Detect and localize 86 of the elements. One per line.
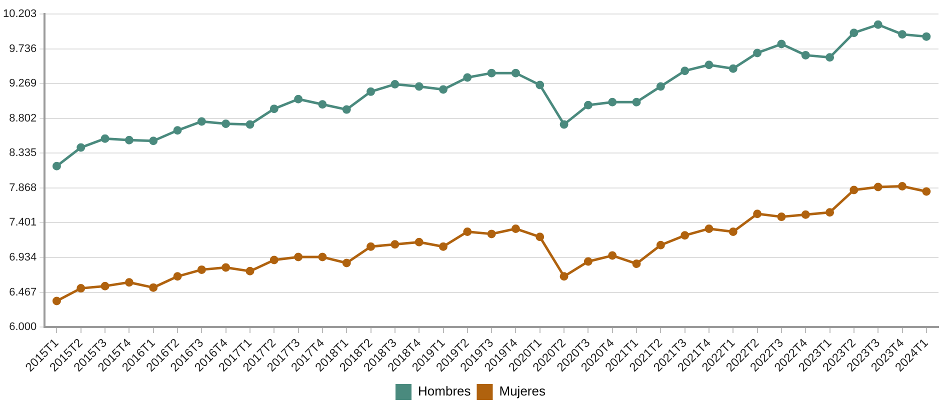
- point: [439, 85, 448, 94]
- point: [874, 20, 882, 29]
- point: [342, 258, 351, 268]
- point: [632, 98, 641, 106]
- point: [100, 282, 110, 290]
- point: [608, 98, 617, 106]
- point: [560, 272, 568, 281]
- point: [704, 60, 714, 70]
- legend-label: Mujeres: [499, 384, 546, 399]
- point: [801, 210, 810, 219]
- point: [390, 80, 400, 88]
- y-tick-label: 8.802: [9, 112, 37, 124]
- point: [414, 238, 424, 246]
- point: [76, 143, 86, 152]
- point: [197, 265, 206, 274]
- point: [76, 284, 86, 293]
- point: [390, 240, 400, 249]
- point: [608, 251, 617, 260]
- point: [874, 182, 882, 192]
- point: [366, 87, 376, 96]
- point: [318, 252, 327, 262]
- point: [124, 278, 134, 287]
- point: [898, 30, 907, 39]
- point: [173, 126, 182, 135]
- point: [270, 104, 278, 114]
- point: [246, 120, 254, 129]
- point: [173, 272, 182, 281]
- point: [704, 224, 714, 233]
- point: [922, 187, 931, 196]
- point: [414, 82, 424, 91]
- point: [536, 80, 544, 90]
- legend-label: Hombres: [418, 384, 472, 399]
- point: [197, 117, 206, 126]
- point: [487, 68, 496, 78]
- y-tick-label: 9.269: [9, 78, 37, 90]
- point: [753, 210, 762, 218]
- point: [463, 227, 472, 236]
- point: [52, 162, 61, 170]
- point: [753, 48, 762, 58]
- point: [777, 212, 786, 222]
- y-tick-label: 7.401: [9, 216, 37, 229]
- point: [898, 182, 907, 191]
- point: [536, 232, 544, 242]
- point: [294, 252, 303, 262]
- point: [100, 134, 110, 143]
- point: [463, 73, 472, 82]
- point: [826, 53, 834, 62]
- point: [632, 259, 641, 268]
- y-tick-label: 9.736: [9, 42, 37, 55]
- point: [656, 240, 665, 250]
- y-tick-label: 10.203: [2, 8, 37, 20]
- point: [294, 94, 303, 104]
- point: [656, 82, 665, 91]
- point: [52, 296, 61, 306]
- y-tick-label: 6.934: [9, 252, 37, 264]
- point: [124, 136, 134, 144]
- point: [801, 50, 810, 60]
- point: [680, 66, 690, 76]
- point: [850, 28, 858, 38]
- point: [487, 230, 496, 238]
- point: [270, 256, 278, 264]
- y-tick-label: 7.868: [9, 182, 37, 194]
- point: [511, 68, 520, 78]
- point: [922, 32, 931, 41]
- y-tick-label: 6.000: [9, 321, 37, 334]
- point: [318, 100, 327, 109]
- point: [584, 100, 592, 110]
- point: [366, 242, 376, 251]
- point: [680, 231, 690, 240]
- point: [584, 257, 592, 266]
- point: [439, 242, 448, 251]
- y-tick-label: 6.467: [9, 286, 37, 298]
- point: [149, 136, 158, 146]
- point: [222, 263, 230, 272]
- point: [149, 283, 158, 292]
- point: [342, 105, 351, 114]
- point: [560, 120, 568, 129]
- point: [246, 266, 254, 276]
- point: [222, 119, 230, 128]
- point: [511, 224, 520, 233]
- point: [728, 64, 738, 73]
- point: [850, 186, 858, 194]
- point: [777, 40, 786, 48]
- y-tick-label: 8.335: [9, 147, 37, 160]
- point: [728, 227, 738, 236]
- point: [826, 208, 834, 217]
